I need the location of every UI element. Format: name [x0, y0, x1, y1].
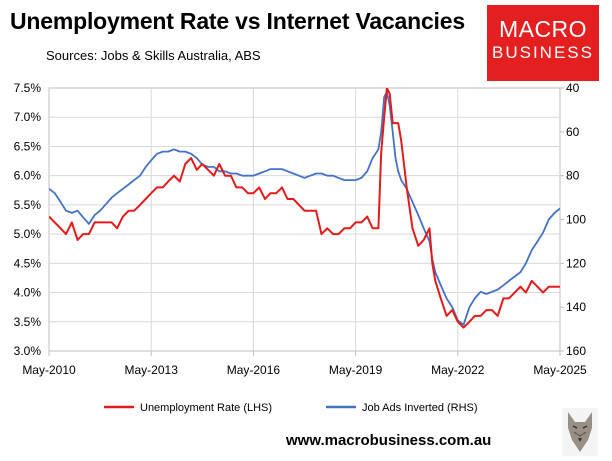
y-left-tick-label: 3.5% — [14, 315, 42, 329]
series-line-unemployment — [49, 88, 560, 329]
chart-subtitle: Sources: Jobs & Skills Australia, ABS — [46, 48, 261, 63]
x-tick-label: May-2013 — [125, 363, 179, 377]
y-left-tick-label: 6.0% — [14, 169, 42, 183]
y-right-tick-label: 80 — [566, 169, 580, 183]
y-right-tick-label: 40 — [566, 81, 580, 95]
y-right-tick-label: 120 — [566, 256, 586, 270]
x-tick-label: May-2025 — [533, 363, 587, 377]
x-tick-label: May-2010 — [22, 363, 76, 377]
y-left-tick-label: 5.0% — [14, 227, 42, 241]
legend-label-1: Job Ads Inverted (RHS) — [362, 402, 478, 414]
website-url: www.macrobusiness.com.au — [286, 432, 492, 449]
y-right-tick-label: 160 — [566, 344, 586, 358]
y-right-tick-label: 60 — [566, 125, 580, 139]
y-left-tick-label: 7.0% — [14, 110, 42, 124]
chart-title: Unemployment Rate vs Internet Vacancies — [10, 8, 465, 34]
y-right-tick-label: 100 — [566, 213, 586, 227]
plot-area — [48, 87, 561, 352]
wolf-icon — [562, 408, 598, 456]
y-left-tick-label: 5.5% — [14, 198, 42, 212]
y-left-tick-label: 3.0% — [14, 344, 42, 358]
logo-line-2: BUSINESS — [492, 43, 594, 62]
x-tick-label: May-2022 — [431, 363, 485, 377]
y-left-tick-label: 4.0% — [14, 286, 42, 300]
y-left-tick-label: 7.5% — [14, 81, 42, 95]
logo-line-1: MACRO — [498, 16, 588, 42]
legend-label-0: Unemployment Rate (LHS) — [140, 402, 272, 414]
macrobusiness-logo: MACRO BUSINESS — [487, 5, 599, 81]
y-left-tick-label: 4.5% — [14, 256, 42, 270]
y-left-tick-label: 6.5% — [14, 139, 42, 153]
series-line-job-ads — [49, 91, 560, 326]
x-tick-label: May-2016 — [227, 363, 281, 377]
y-right-tick-label: 140 — [566, 300, 586, 314]
x-tick-label: May-2019 — [329, 363, 383, 377]
